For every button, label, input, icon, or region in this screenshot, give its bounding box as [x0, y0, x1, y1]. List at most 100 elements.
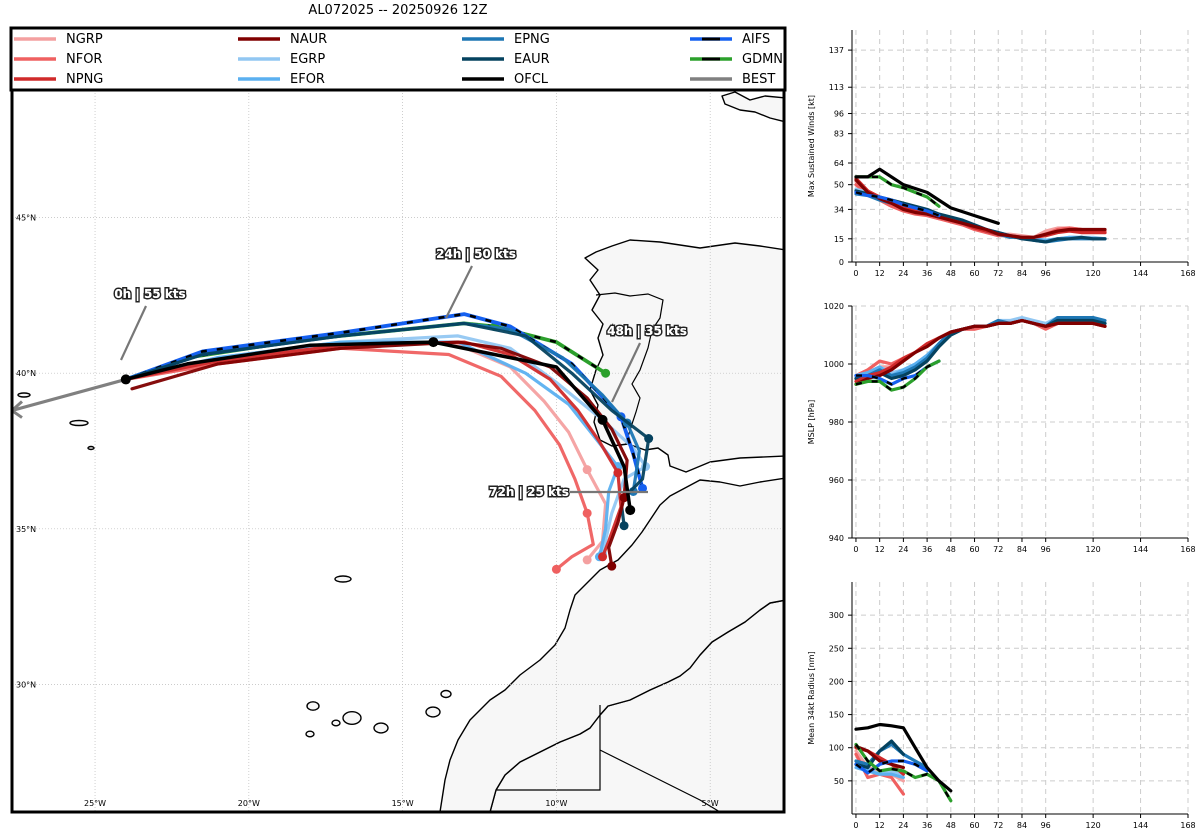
y-tick-label: 50	[834, 181, 844, 190]
track-marker-ngrp	[582, 555, 592, 565]
x-tick-label: 48	[946, 269, 956, 278]
x-tick-label: 0	[853, 545, 858, 554]
x-tick-label: 144	[1133, 821, 1148, 830]
x-tick-label: 168	[1180, 545, 1195, 554]
lat-label: 35°N	[16, 525, 36, 534]
x-tick-label: 12	[875, 545, 885, 554]
island-canary-6	[305, 730, 315, 738]
track-marker-nfor	[582, 508, 592, 518]
x-tick-label: 12	[875, 269, 885, 278]
x-tick-label: 96	[1041, 821, 1051, 830]
y-tick-label: 940	[829, 534, 844, 543]
track-eaur	[124, 321, 651, 528]
x-tick-label: 84	[1017, 821, 1027, 830]
series-naur	[854, 178, 1107, 239]
x-tick-label: 0	[853, 821, 858, 830]
morocco-land	[439, 477, 784, 812]
x-tick-label: 36	[922, 821, 932, 830]
track-marker-naur	[607, 561, 617, 571]
lon-label: 10°W	[545, 799, 567, 808]
x-tick-label: 168	[1180, 269, 1195, 278]
annotation-leader	[611, 342, 641, 403]
annotation-label-halo: 24h | 50 kts	[436, 247, 516, 261]
x-tick-label: 24	[898, 545, 908, 554]
x-tick-label: 120	[1085, 269, 1100, 278]
island-canary-4	[440, 689, 452, 699]
x-tick-label: 168	[1180, 821, 1195, 830]
x-tick-label: 72	[993, 545, 1003, 554]
series-epng	[854, 742, 929, 770]
lon-label: 25°W	[84, 799, 106, 808]
island-canary-3	[425, 706, 441, 718]
legend-label-egrp: EGRP	[290, 52, 325, 67]
y-tick-label: 960	[829, 476, 844, 485]
series-aifs	[854, 190, 941, 218]
y-axis-title: Max Sustained Winds [kt]	[807, 95, 816, 197]
legend-label-naur: NAUR	[290, 32, 327, 47]
lat-label: 40°N	[16, 369, 36, 378]
x-tick-label: 60	[969, 545, 979, 554]
land-layer	[17, 91, 784, 812]
island-azores-3	[17, 392, 31, 398]
y-tick-label: 1000	[824, 360, 844, 369]
y-tick-label: 100	[829, 744, 844, 753]
track-best	[12, 377, 128, 413]
x-tick-label: 0	[853, 269, 858, 278]
y-tick-label: 250	[829, 644, 844, 653]
annotation-label: 0h | 55 kts	[114, 287, 185, 301]
track-marker-npng	[598, 552, 608, 562]
island-azores-1	[69, 419, 89, 427]
legend-label-efor: EFOR	[290, 72, 325, 87]
legend-label-ofcl: OFCL	[514, 72, 549, 87]
legend-label-nfor: NFOR	[66, 52, 102, 67]
track-marker-eaur	[644, 434, 654, 444]
island-canary-5	[331, 719, 341, 727]
island-canary-1	[342, 711, 362, 726]
y-tick-label: 34	[834, 205, 844, 214]
radius-panel: 0 12 24 36 48 60 72 84 96 120 144 168 50 100 150 200 250…	[807, 582, 1196, 830]
legend-label-gdmn: GDMN	[742, 52, 783, 67]
y-axis-title: MSLP [hPa]	[807, 400, 816, 444]
y-tick-label: 1020	[824, 302, 844, 311]
x-tick-label: 60	[969, 269, 979, 278]
y-tick-label: 137	[829, 46, 844, 55]
x-tick-label: 36	[922, 545, 932, 554]
legend-box	[9, 26, 787, 92]
series-naur	[854, 318, 1107, 386]
series-eaur	[854, 739, 905, 770]
legend-label-aifs: AIFS	[742, 32, 770, 47]
legend: NGRP NFOR NPNG NAUR EGRP EFOR EPNG EAUR OFCL AIFS…	[9, 26, 787, 92]
island-canary-2	[373, 722, 389, 734]
x-tick-label: 24	[898, 821, 908, 830]
legend-label-ngrp: NGRP	[66, 32, 103, 47]
legend-label-eaur: EAUR	[514, 52, 550, 67]
island-canary-0	[306, 701, 320, 711]
track-marker-gdmn	[601, 368, 611, 378]
mslp-panel: 0 12 24 36 48 60 72 84 96 120 144 168 940 960 980 1000 1…	[807, 302, 1196, 554]
map-gridlines	[12, 90, 784, 812]
y-tick-label: 300	[829, 611, 844, 620]
x-tick-label: 24	[898, 269, 908, 278]
x-tick-label: 48	[946, 545, 956, 554]
annotation-label: 24h | 50 kts	[436, 247, 516, 261]
lat-label: 30°N	[16, 680, 36, 689]
x-tick-label: 144	[1133, 545, 1148, 554]
track-marker-ofcl	[120, 374, 131, 385]
y-tick-label: 200	[829, 677, 844, 686]
y-tick-label: 150	[829, 711, 844, 720]
annotation-leader	[120, 305, 147, 361]
x-tick-label: 120	[1085, 545, 1100, 554]
annotation-label: 48h | 35 kts	[607, 324, 687, 338]
track-marker-ofcl	[597, 414, 608, 425]
best-arrowhead	[12, 400, 24, 419]
track-marker-ofcl	[625, 505, 636, 516]
x-tick-label: 120	[1085, 821, 1100, 830]
portugal-border	[595, 292, 664, 445]
track-marker-eaur	[619, 521, 629, 531]
figure-title: AL072025 -- 20250926 12Z	[308, 3, 488, 18]
series-ofcl	[854, 167, 1000, 225]
island-madeira	[334, 575, 352, 583]
